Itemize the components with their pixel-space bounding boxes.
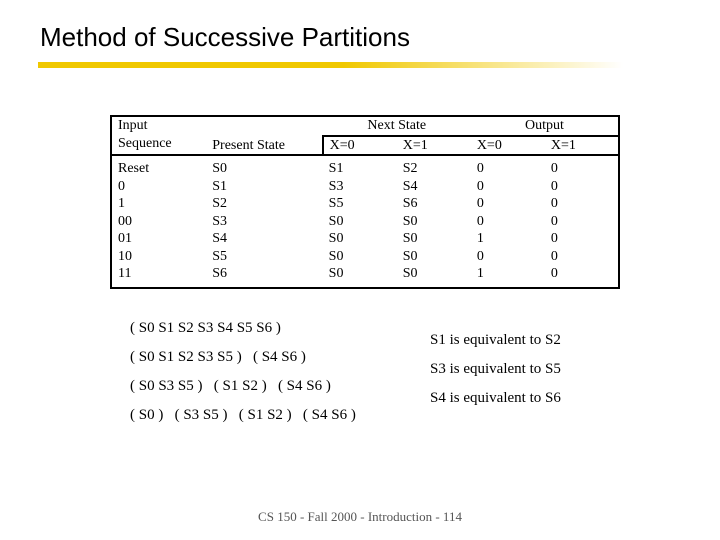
th-out-x0: X=0 <box>471 136 545 156</box>
title-underline-solid <box>38 62 273 68</box>
th-ns-x0: X=0 <box>323 136 397 156</box>
equivalence-line: S3 is equivalent to S5 <box>430 361 561 378</box>
cell-ns0: S1 S3 S5 S0 S0 S0 S0 <box>323 155 397 288</box>
cell-ps: S0 S1 S2 S3 S4 S5 S6 <box>206 155 322 288</box>
th-present-state: Present State <box>206 116 322 155</box>
partition-line: ( S0 S3 S5 ) ( S1 S2 ) ( S4 S6 ) <box>130 378 356 395</box>
partition-text: ( S0 ) ( S3 S5 ) ( S1 S2 ) ( S4 S6 ) <box>130 407 356 424</box>
equivalence-line: S4 is equivalent to S6 <box>430 390 561 407</box>
partition-line: ( S0 S1 S2 S3 S4 S5 S6 ) <box>130 320 356 337</box>
th-out-x1: X=1 <box>545 136 619 156</box>
equivalence-notes: S1 is equivalent to S2 S3 is equivalent … <box>430 332 561 419</box>
state-table: Input Sequence Present State Next State … <box>110 115 620 289</box>
cell-ns1: S2 S4 S6 S0 S0 S0 S0 <box>397 155 471 288</box>
th-output: Output <box>471 116 619 136</box>
th-next-state: Next State <box>323 116 471 136</box>
state-transition-table: Input Sequence Present State Next State … <box>110 115 620 289</box>
partition-text: ( S0 S1 S2 S3 S5 ) ( S4 S6 ) <box>130 349 306 366</box>
cell-out0: 0 0 0 0 1 0 1 <box>471 155 545 288</box>
slide-title: Method of Successive Partitions <box>40 22 410 53</box>
th-ns-x1: X=1 <box>397 136 471 156</box>
table-row: Reset 0 1 00 01 10 11S0 S1 S2 S3 S4 S5 S… <box>111 155 619 288</box>
partition-steps: ( S0 S1 S2 S3 S4 S5 S6 ) ( S0 S1 S2 S3 S… <box>130 320 356 436</box>
partition-text: ( S0 S3 S5 ) ( S1 S2 ) ( S4 S6 ) <box>130 378 331 395</box>
partition-text: ( S0 S1 S2 S3 S4 S5 S6 ) <box>130 320 281 337</box>
partition-line: ( S0 S1 S2 S3 S5 ) ( S4 S6 ) <box>130 349 356 366</box>
title-underline-fade <box>273 62 623 68</box>
slide-footer: CS 150 - Fall 2000 - Introduction - 114 <box>0 509 720 525</box>
cell-out1: 0 0 0 0 0 0 0 <box>545 155 619 288</box>
equivalence-line: S1 is equivalent to S2 <box>430 332 561 349</box>
th-input-sequence: Input Sequence <box>111 116 206 155</box>
partition-line: ( S0 ) ( S3 S5 ) ( S1 S2 ) ( S4 S6 ) <box>130 407 356 424</box>
cell-seq: Reset 0 1 00 01 10 11 <box>111 155 206 288</box>
